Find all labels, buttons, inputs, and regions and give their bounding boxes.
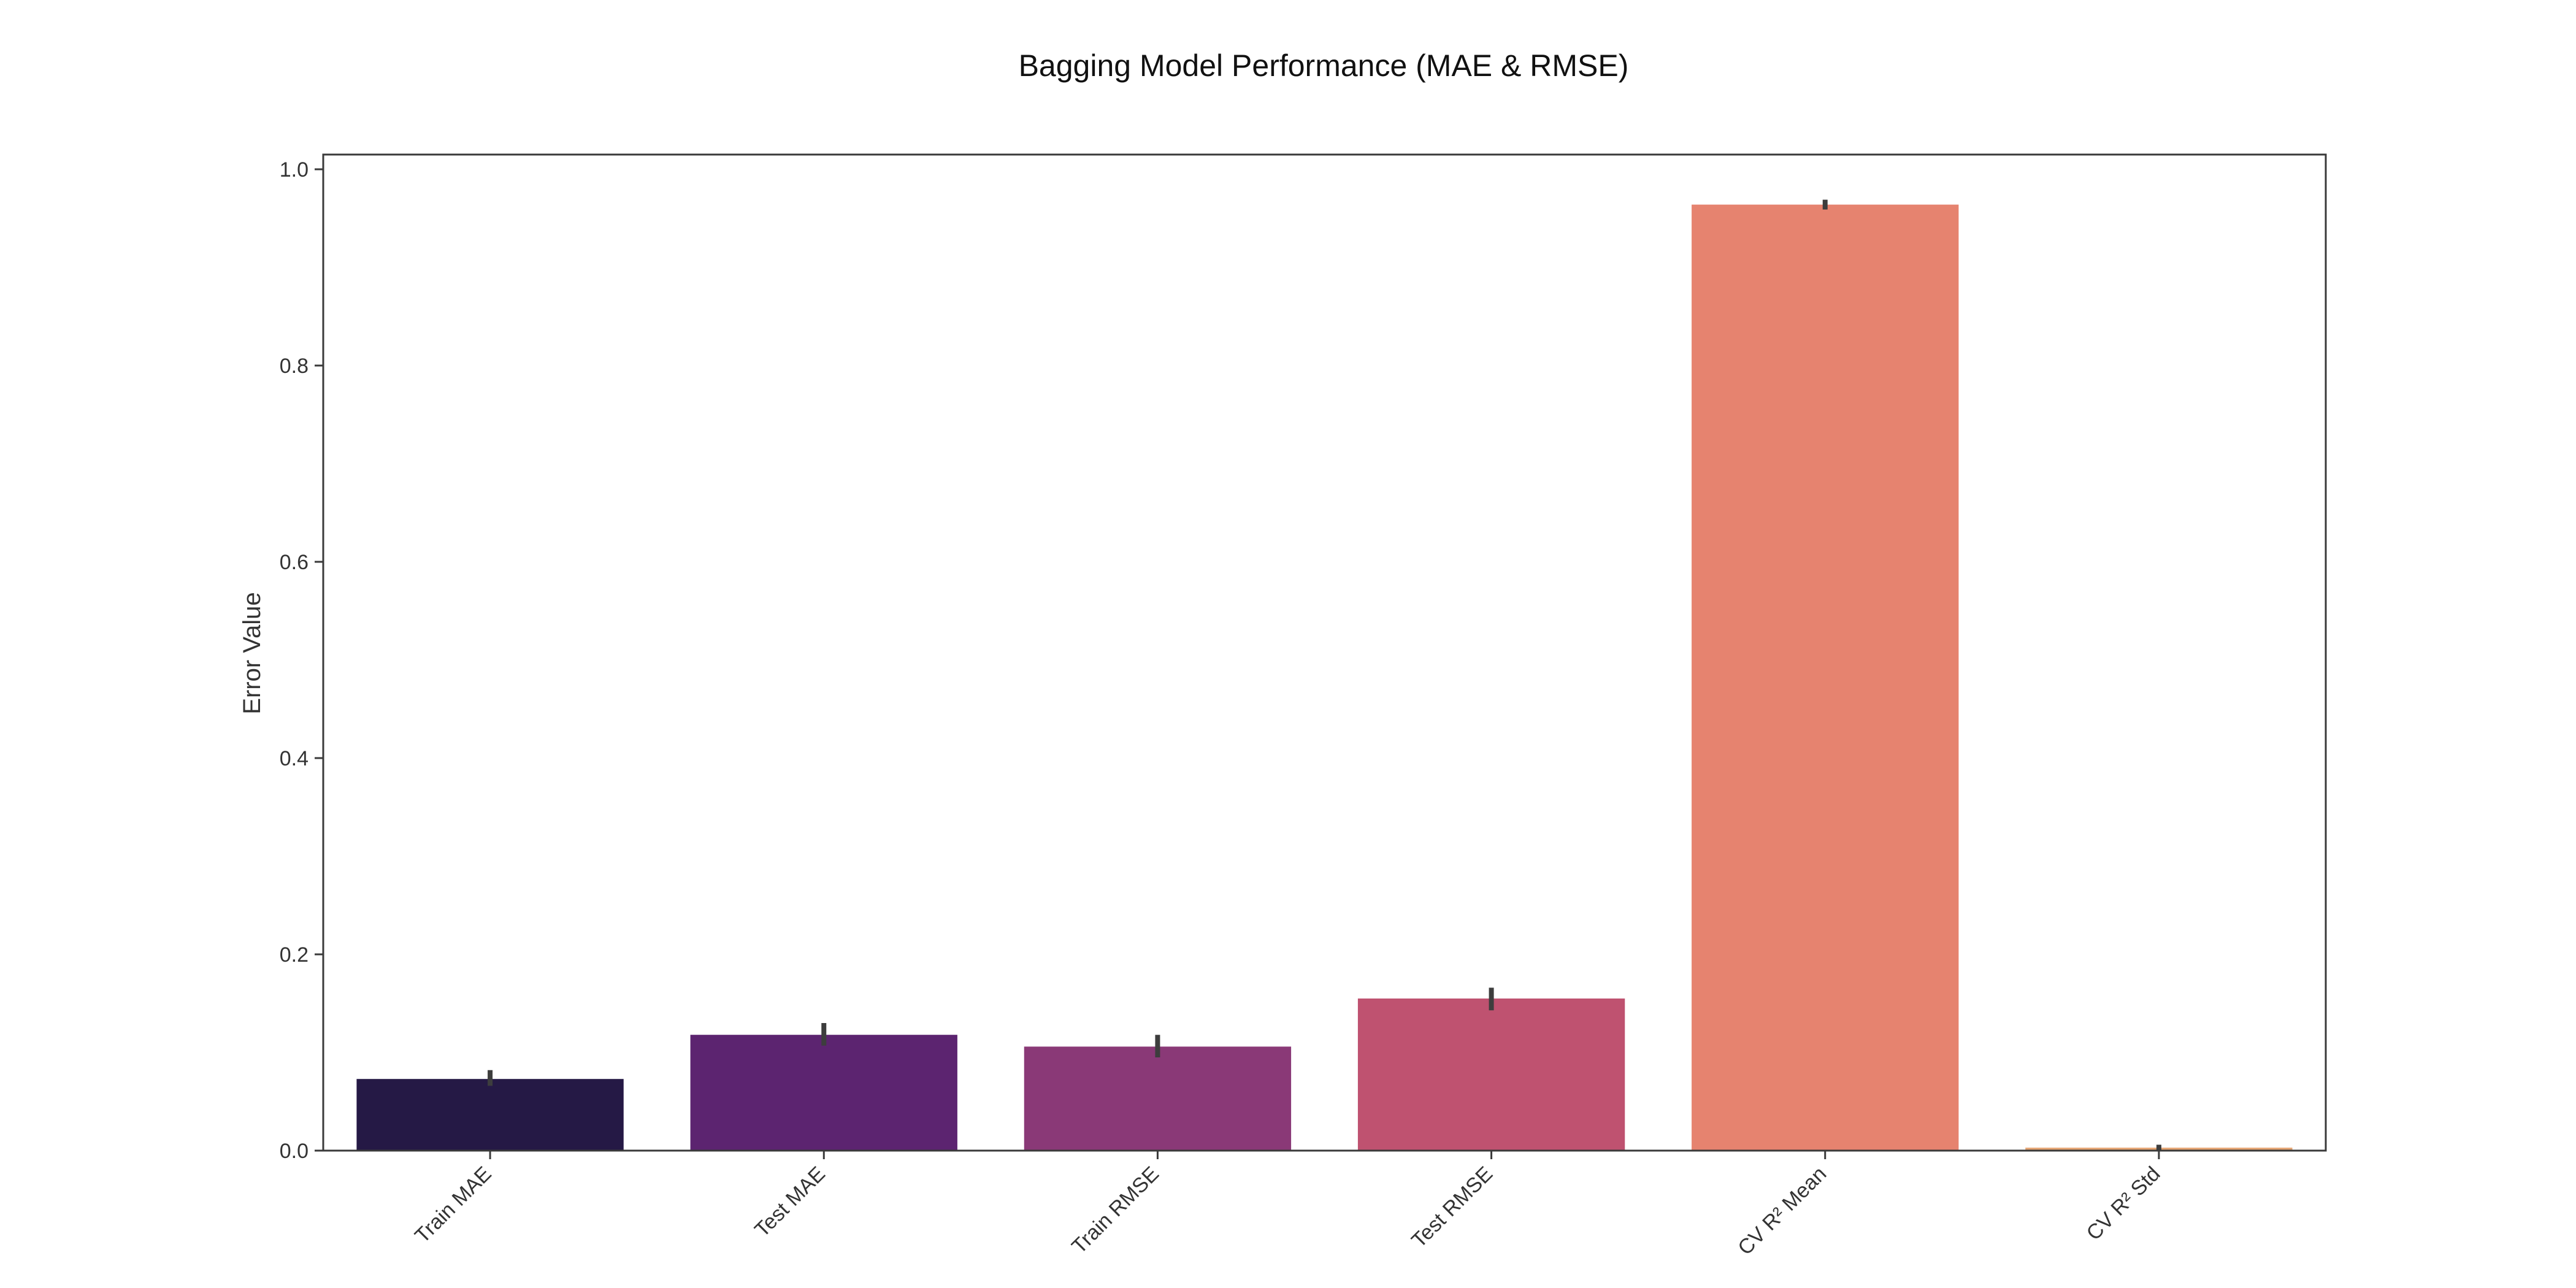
x-tick-label: Test RMSE (1407, 1162, 1497, 1252)
bar-train-mae (356, 1079, 624, 1151)
plot-frame (322, 153, 2327, 1152)
y-tick-label: 1.0 (280, 158, 309, 182)
y-tick-label: 0.0 (280, 1140, 309, 1163)
y-tick-label: 0.2 (280, 943, 309, 967)
x-tick-label: CV R² Std (2082, 1162, 2164, 1245)
bar-cv-r-mean (1692, 204, 1959, 1151)
y-tick-label: 0.4 (280, 747, 309, 770)
x-axis: Train MAE Test MAE Train RMSE Test RMSE CV R… (410, 1151, 2165, 1260)
x-tick-label: CV R² Mean (1733, 1162, 1831, 1260)
bar-test-mae (690, 1035, 957, 1151)
bars-layer (356, 204, 2293, 1151)
chart-title: Bagging Model Performance (MAE & RMSE) (1019, 48, 1629, 83)
y-tick-label: 0.6 (280, 551, 309, 574)
y-axis: 0.0 0.2 0.4 0.6 0.8 1.0 (280, 158, 323, 1163)
x-tick-label: Train RMSE (1067, 1162, 1163, 1259)
y-tick-label: 0.8 (280, 355, 309, 378)
bar-train-rmse (1024, 1046, 1292, 1151)
bar-test-rmse (1357, 999, 1625, 1151)
x-tick-label: Train MAE (410, 1162, 496, 1248)
x-tick-label: Test MAE (750, 1162, 830, 1242)
error-bars-layer (488, 199, 2161, 1151)
y-axis-title: Error Value (239, 592, 266, 714)
